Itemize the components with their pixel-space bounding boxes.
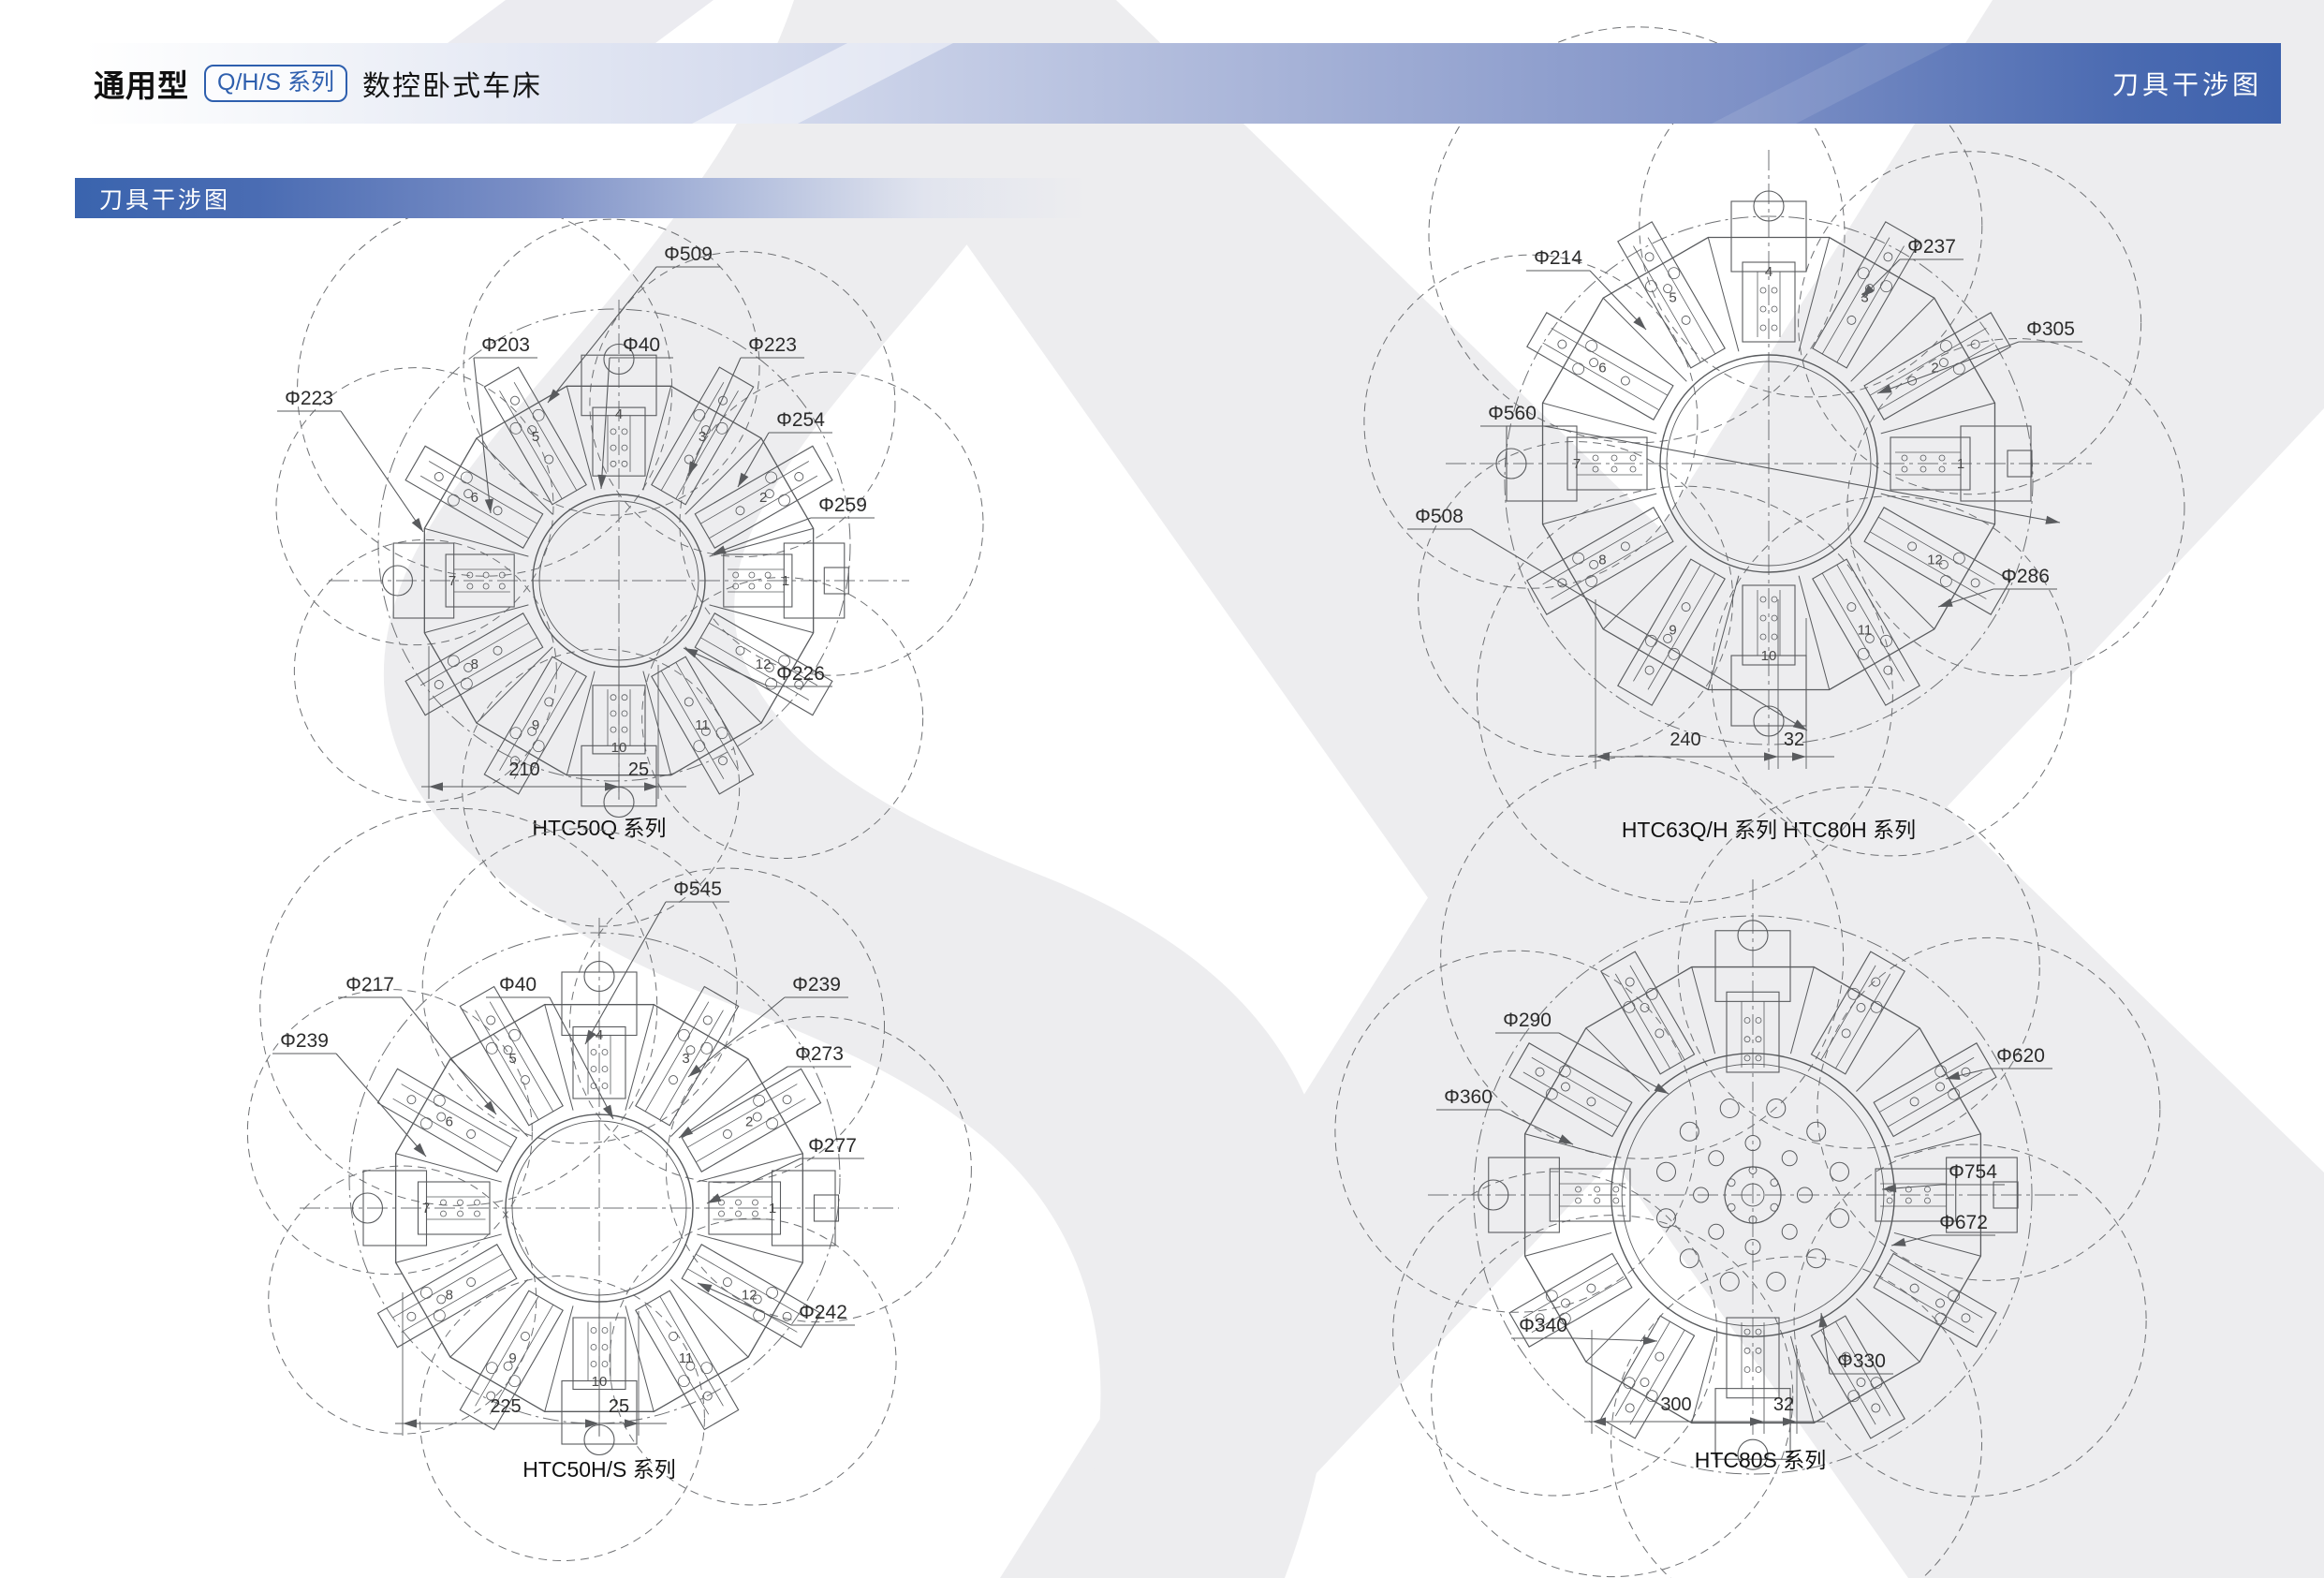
station-number: 4	[615, 406, 623, 422]
station-number: 12	[756, 656, 772, 672]
station-number: 12	[742, 1288, 758, 1304]
watermark-swoosh	[383, 0, 1339, 1578]
station-number: 9	[1669, 623, 1676, 639]
station-number: 2	[1931, 361, 1938, 376]
watermark-top-streak	[448, 0, 713, 43]
section-title: 刀具干涉图	[99, 186, 231, 214]
station-number: 5	[532, 429, 539, 445]
diameter-label: Φ223	[748, 334, 797, 356]
station-number: 9	[508, 1350, 516, 1366]
diameter-label: Φ40	[623, 334, 660, 356]
diagram-caption: HTC80S 系列	[1695, 1448, 1827, 1472]
station-number: 9	[532, 717, 539, 733]
station-number: 3	[699, 429, 706, 445]
station-number: 1	[782, 573, 789, 589]
station-number: 11	[695, 717, 710, 733]
diameter-label: Φ259	[818, 494, 867, 516]
diameter-label: Φ237	[1907, 236, 1956, 258]
diameter-label: Φ754	[1949, 1161, 1997, 1183]
diameter-label: Φ239	[280, 1030, 329, 1052]
station-number: 11	[1858, 623, 1873, 639]
diagram-htc63qh-htc80h: 123456789101112Φ214Φ237Φ305Φ560Φ508Φ2862…	[1363, 26, 2185, 903]
page-title-product: 数控卧式车床	[362, 71, 543, 102]
station-number: 6	[471, 490, 478, 506]
diagram-caption: HTC63Q/H 系列 HTC80H 系列	[1622, 818, 1916, 842]
diameter-label: Φ286	[2001, 566, 2050, 587]
station-number: 3	[1861, 289, 1868, 305]
station-number: 1	[769, 1201, 776, 1217]
station-number: 6	[446, 1114, 453, 1130]
station-number: 6	[1598, 361, 1606, 376]
station-number: 5	[508, 1051, 516, 1067]
dimension-label: 225	[490, 1396, 521, 1417]
station-number: 1	[1957, 456, 1964, 472]
station-number: 2	[745, 1114, 753, 1130]
station-number: 12	[1927, 553, 1943, 568]
series-badge: Q/H/S 系列	[204, 64, 348, 103]
diameter-label: Φ40	[499, 974, 537, 995]
header: 通用型 Q/H/S 系列 数控卧式车床	[94, 43, 542, 124]
station-number: 10	[1761, 648, 1777, 664]
station-number: 8	[446, 1288, 453, 1304]
station-number: 7	[1573, 456, 1581, 472]
diameter-label: Φ509	[664, 243, 713, 265]
diameter-label: Φ508	[1415, 506, 1464, 527]
watermark-emblem	[383, 0, 2324, 1578]
dimension-label: 32	[1773, 1394, 1794, 1415]
station-number: 11	[679, 1350, 694, 1366]
dimension-label: 300	[1660, 1394, 1691, 1415]
diameter-label: Φ214	[1534, 247, 1582, 269]
diameter-label: Φ242	[799, 1302, 847, 1323]
station-number: 5	[1669, 289, 1676, 305]
station-number: 7	[422, 1201, 430, 1217]
diameter-label: Φ340	[1519, 1315, 1567, 1336]
header-right-label: 刀具干涉图	[2111, 70, 2262, 99]
diameter-label: Φ254	[776, 409, 825, 431]
station-number: 4	[596, 1027, 603, 1043]
diameter-label: Φ330	[1837, 1350, 1886, 1372]
dimension-label: 25	[628, 760, 649, 780]
diagram-caption: HTC50H/S 系列	[522, 1457, 676, 1482]
diameter-label: Φ226	[776, 663, 825, 685]
diameter-label: Φ277	[808, 1135, 857, 1157]
station-number: 8	[471, 656, 478, 672]
diameter-label: Φ545	[673, 878, 722, 900]
diagram-htc80s: Φ290 Φ620 Φ360 Φ754 Φ672 Φ340 Φ330 300 32 HTC80S …	[1334, 755, 2161, 1578]
dimension-label: 210	[508, 760, 539, 780]
diameter-label: Φ672	[1939, 1212, 1988, 1233]
dimension-label: 25	[609, 1396, 629, 1417]
station-number: 8	[1598, 553, 1606, 568]
diameter-label: Φ560	[1488, 403, 1537, 424]
station-number: 4	[1765, 264, 1772, 280]
page-title-category: 通用型	[94, 68, 189, 103]
diameter-label: Φ305	[2026, 318, 2075, 340]
section-title-bar: 刀具干涉图	[75, 178, 1086, 218]
diameter-label: Φ217	[346, 974, 394, 995]
dimension-label: 240	[1669, 730, 1700, 750]
station-number: 7	[449, 573, 456, 589]
diagram-caption: HTC50Q 系列	[532, 816, 666, 840]
station-number: 2	[759, 490, 767, 506]
diameter-label: Φ360	[1444, 1086, 1493, 1108]
diameter-label: Φ620	[1996, 1045, 2045, 1067]
diameter-label: Φ290	[1503, 1010, 1552, 1031]
diameter-label: Φ223	[285, 388, 333, 409]
dimension-label: 32	[1784, 730, 1804, 750]
diameter-label: Φ203	[481, 334, 530, 356]
diameter-label: Φ239	[792, 974, 841, 995]
station-number: 3	[682, 1051, 689, 1067]
diameter-label: Φ273	[795, 1043, 844, 1065]
